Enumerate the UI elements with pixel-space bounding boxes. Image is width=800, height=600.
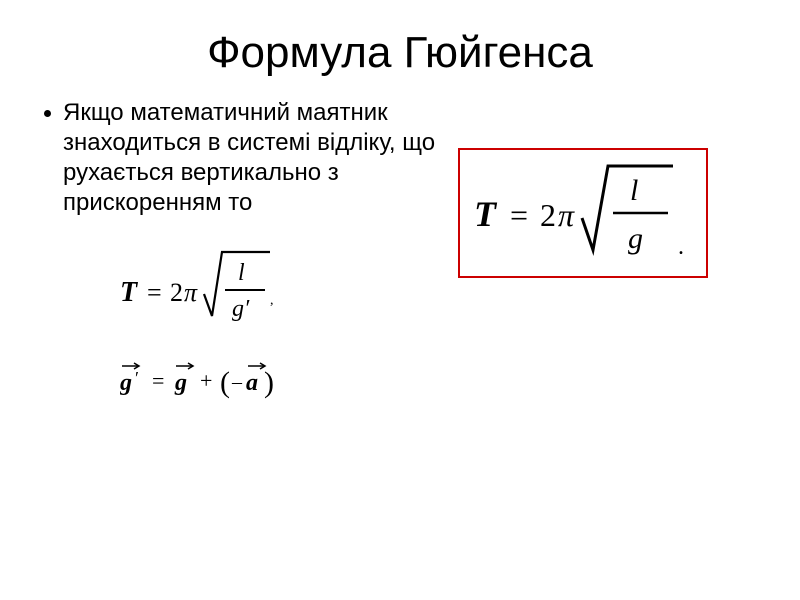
formula1-comma: , [270,293,274,308]
formula-svg-2: g ′ = g + ( – a ) [120,358,350,408]
page-title: Формула Гюйгенса [0,0,800,98]
formula2-neg: – [231,371,243,393]
right-column: T = 2 π l g . [458,98,760,408]
formula1-den: g′ [232,296,250,322]
boxed-formula: T = 2 π l g . [458,148,708,278]
formula-svg-1: T = 2 π l g′ , [120,246,320,336]
formula2-g: g [174,370,187,396]
formula2-lparen: ( [220,366,230,399]
formula1-num: l [238,260,245,286]
formula2-rparen: ) [264,366,274,399]
formula2-lhs-g: g [120,370,132,396]
boxed-dot: . [678,234,684,260]
boxed-2: 2 [540,197,556,233]
formula-svg-boxed: T = 2 π l g . [468,158,698,268]
bullet-item: Якщо математичний маятник знаходиться в … [40,98,448,218]
boxed-num: l [630,174,638,207]
formula-2: g ′ = g + ( – a ) [40,358,448,408]
bullet-dot-icon [44,110,51,117]
boxed-den: g [628,222,643,255]
formula1-pi: π [184,278,198,307]
boxed-T: T [474,194,498,234]
formula1-2: 2 [170,278,183,307]
formula2-prime: ′ [135,368,139,388]
formula1-eq: = [147,278,162,307]
boxed-eq: = [510,197,528,233]
content-row: Якщо математичний маятник знаходиться в … [0,98,800,408]
formula-1: T = 2 π l g′ , [40,246,448,336]
formula1-T: T [120,277,139,308]
formula2-a: a [246,370,258,396]
formula2-eq: = [152,368,164,393]
formula2-plus: + [200,368,212,393]
bullet-text: Якщо математичний маятник знаходиться в … [63,98,448,218]
boxed-pi: π [558,197,575,233]
left-column: Якщо математичний маятник знаходиться в … [40,98,458,408]
